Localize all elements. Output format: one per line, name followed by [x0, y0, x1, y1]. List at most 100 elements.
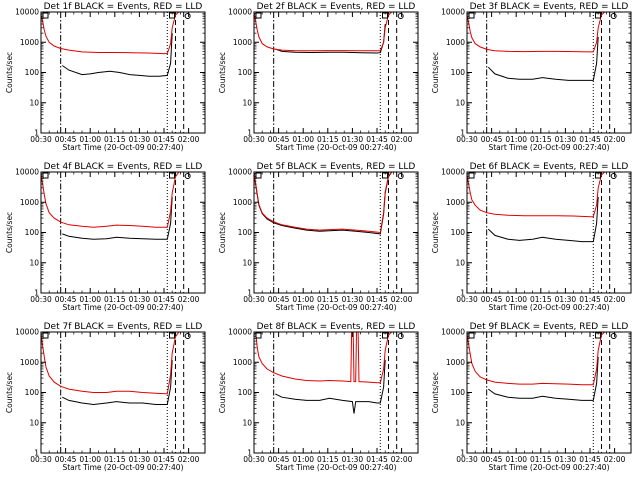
corner-marker [184, 333, 191, 339]
x-tick-label: 01:00 [79, 455, 101, 464]
x-tick-label: 01:15 [317, 295, 339, 304]
x-tick-label: 00:30 [30, 135, 52, 144]
series-events [487, 196, 599, 243]
y-tick-label: 1 [247, 129, 252, 138]
series-events [275, 359, 386, 414]
y-tick-label: 10 [455, 258, 465, 267]
x-tick-label: 01:15 [530, 295, 552, 304]
x-tick-label: 01:15 [530, 455, 552, 464]
y-tick-label: 1000 [233, 38, 252, 47]
x-tick-label: 00:30 [30, 455, 52, 464]
x-tick-label: 02:00 [391, 295, 413, 304]
y-tick-label: 1000 [446, 358, 465, 367]
x-tick-label: 00:30 [30, 295, 52, 304]
y-tick-label: 1 [247, 449, 252, 458]
corner-marker [184, 173, 191, 179]
x-tick-label: 01:45 [579, 295, 601, 304]
x-tick-label: 01:30 [555, 295, 577, 304]
x-tick-label: 01:30 [555, 455, 577, 464]
series-events [62, 359, 173, 406]
panel-title: Det 1f BLACK = Events, RED = LLD [44, 2, 203, 12]
series-events [488, 356, 599, 401]
y-tick-label: 10000 [228, 8, 252, 17]
y-tick-label: 10000 [228, 328, 252, 337]
y-tick-label: 1 [34, 129, 39, 138]
x-tick-label: 02:00 [604, 295, 626, 304]
series-lld [254, 12, 395, 52]
y-tick-label: 100 [25, 68, 40, 77]
x-axis-label: Start Time (20-Oct-09 00:27:40) [488, 143, 609, 152]
x-axis-label: Start Time (20-Oct-09 00:27:40) [275, 303, 396, 312]
y-axis-label: Counts/sec [431, 372, 440, 413]
y-tick-label: 10000 [441, 328, 465, 337]
x-tick-label: 01:30 [342, 295, 364, 304]
corner-marker [610, 333, 617, 339]
x-tick-label: 01:15 [104, 455, 126, 464]
corner-marker [468, 332, 475, 339]
x-tick-label: 01:45 [579, 455, 601, 464]
y-tick-label: 10000 [441, 8, 465, 17]
x-tick-label: 01:00 [505, 295, 527, 304]
x-tick-label: 01:00 [79, 295, 101, 304]
series-lld [41, 12, 182, 55]
y-axis-label: Counts/sec [5, 212, 14, 253]
x-tick-label: 00:45 [55, 295, 77, 304]
x-tick-label: 02:00 [178, 295, 200, 304]
y-tick-label: 100 [25, 228, 40, 237]
y-tick-label: 1000 [20, 198, 39, 207]
y-tick-label: 10000 [441, 168, 465, 177]
series-lld [467, 332, 608, 386]
x-tick-label: 02:00 [391, 135, 413, 144]
panel-4: Det 4f BLACK = Events, RED = LLD 1 10 100 10… [5, 162, 206, 312]
x-tick-label: 00:45 [268, 135, 290, 144]
x-tick-label: 02:00 [604, 135, 626, 144]
y-tick-label: 100 [238, 228, 253, 237]
panel-title: Det 2f BLACK = Events, RED = LLD [257, 2, 416, 12]
x-tick-label: 01:15 [104, 135, 126, 144]
series-events [275, 23, 386, 54]
y-tick-label: 10 [455, 98, 465, 107]
plot-frame [253, 171, 419, 294]
y-axis-label: Counts/sec [5, 52, 14, 93]
panel-title: Det 9f BLACK = Events, RED = LLD [470, 322, 629, 332]
corner-marker [468, 12, 475, 19]
y-axis-label: Counts/sec [5, 372, 14, 413]
series-events [62, 33, 173, 77]
y-tick-label: 1000 [20, 358, 39, 367]
y-tick-label: 10 [29, 98, 39, 107]
x-axis-label: Start Time (20-Oct-09 00:27:40) [62, 303, 183, 312]
x-axis-label: Start Time (20-Oct-09 00:27:40) [62, 143, 183, 152]
y-tick-label: 1 [460, 449, 465, 458]
y-tick-label: 10000 [15, 168, 39, 177]
x-tick-label: 00:30 [456, 455, 478, 464]
panel-6: Det 6f BLACK = Events, RED = LLD 1 10 100 10… [431, 162, 632, 312]
y-axis-label: Counts/sec [431, 52, 440, 93]
panel-title: Det 3f BLACK = Events, RED = LLD [470, 2, 629, 12]
x-tick-label: 00:45 [481, 455, 503, 464]
panel-title: Det 6f BLACK = Events, RED = LLD [470, 162, 629, 172]
x-tick-label: 01:45 [153, 455, 175, 464]
x-tick-label: 00:30 [243, 455, 265, 464]
x-tick-label: 01:30 [555, 135, 577, 144]
y-tick-label: 10 [29, 418, 39, 427]
y-tick-label: 10 [242, 418, 252, 427]
corner-marker [397, 13, 404, 19]
x-tick-label: 00:45 [481, 135, 503, 144]
panel-8: Det 8f BLACK = Events, RED = LLD 1 10 100 10… [218, 322, 419, 472]
x-tick-label: 01:30 [129, 295, 151, 304]
x-tick-label: 01:15 [530, 135, 552, 144]
x-tick-label: 01:00 [505, 135, 527, 144]
x-tick-label: 01:45 [366, 135, 388, 144]
y-tick-label: 10 [242, 258, 252, 267]
x-tick-label: 00:45 [268, 455, 290, 464]
x-axis-label: Start Time (20-Oct-09 00:27:40) [62, 463, 183, 472]
corner-marker [397, 333, 404, 339]
x-tick-label: 01:30 [342, 135, 364, 144]
x-tick-label: 00:45 [55, 455, 77, 464]
panel-title: Det 7f BLACK = Events, RED = LLD [44, 322, 203, 332]
series-lld [41, 172, 182, 228]
x-axis-label: Start Time (20-Oct-09 00:27:40) [275, 463, 396, 472]
x-axis-label: Start Time (20-Oct-09 00:27:40) [488, 463, 609, 472]
x-tick-label: 01:45 [579, 135, 601, 144]
